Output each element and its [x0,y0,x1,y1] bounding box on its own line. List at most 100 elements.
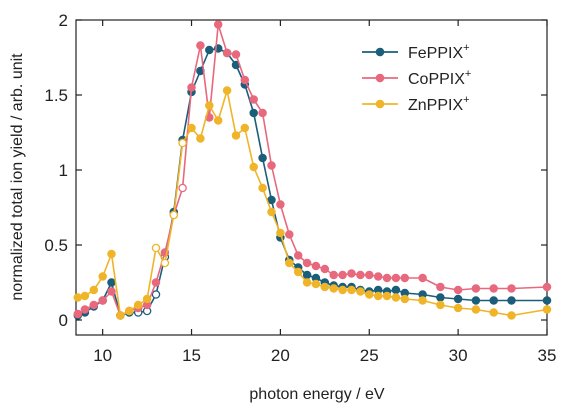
series-line [77,23,548,317]
data-point [418,273,427,283]
legend-marker [375,47,385,57]
ticks-layer: 10 15 20 25 30 35 0 0.5 1 1.5 2 [44,11,556,365]
x-tick-label: 35 [538,346,557,365]
data-point [347,285,356,295]
data-point [471,296,481,305]
data-point [151,290,161,299]
data-point [356,270,365,280]
data-point [187,123,196,133]
y-tick-label: 0.5 [44,236,68,255]
data-point [382,291,392,301]
data-point [391,285,401,295]
data-point [285,230,294,239]
data-point [89,300,99,310]
plot-border [75,19,548,336]
data-point [213,116,223,125]
data-point [196,41,205,50]
data-point [338,270,347,280]
data-point [205,101,214,110]
data-point [542,296,552,305]
data-point [73,309,83,319]
y-tick-label: 1 [59,161,68,180]
data-point [418,296,427,305]
data-point [489,284,498,293]
data-point [320,264,330,274]
legend-marker [375,99,385,109]
x-axis-title: photon energy / eV [249,386,385,403]
data-point [80,305,90,314]
data-point [285,258,294,268]
data-point [240,123,250,133]
data-point [178,138,187,148]
data-point [507,296,516,305]
series-feppix-plus [73,44,552,320]
data-point [107,249,116,259]
data-point [453,294,463,304]
data-point [329,284,338,293]
data-point [365,270,374,280]
y-tick-label: 2 [59,11,68,30]
data-point [240,75,250,85]
data-point [73,293,83,302]
data-point [267,161,276,170]
data-point [400,273,410,283]
legend-label-superscript: + [465,68,471,80]
data-point [311,261,321,271]
data-point [169,210,179,220]
data-point [542,305,552,314]
data-point [222,48,232,58]
legend-entry: ZnPPIX+ [362,94,470,114]
data-point [249,162,258,172]
data-point [373,291,383,301]
data-point [205,45,214,55]
data-point [187,83,196,92]
data-point [489,308,498,317]
legend-label-base: FePPIX [408,45,463,62]
data-point [231,50,241,59]
data-point [329,270,338,280]
legend-label-base: ZnPPIX [408,97,463,114]
data-point [160,258,170,268]
data-point [267,207,276,217]
y-tick-label: 1.5 [44,86,68,105]
data-point [249,108,258,118]
data-point [365,290,374,299]
data-point [89,285,99,295]
data-point [196,134,205,143]
y-axis-title: normalized total ion yield / arb. unit [9,53,26,301]
legend: FePPIX+CoPPIX+ZnPPIX+ [362,42,471,114]
data-point [80,291,90,301]
series-znppix-plus [73,86,552,320]
data-point [293,267,303,277]
data-point [302,270,312,280]
data-point [453,303,463,313]
data-point [258,108,267,118]
data-point [125,306,134,316]
series-layer [73,20,552,320]
data-point [320,282,330,292]
data-point [338,285,347,295]
data-point [400,294,410,304]
data-point [258,183,267,193]
series-line [77,47,547,317]
plot-frame [75,19,548,336]
data-point [98,296,107,305]
data-point [133,300,143,310]
data-point [276,200,285,209]
legend-label: FePPIX+ [408,42,470,62]
x-tick-label: 20 [271,346,290,365]
legend-entry: CoPPIX+ [362,68,471,88]
data-point [311,279,321,289]
data-point [142,294,152,304]
x-tick-label: 10 [93,346,112,365]
data-point [107,287,116,296]
data-point [436,300,445,310]
data-point [542,282,552,292]
data-point [302,278,312,287]
data-point [293,251,303,260]
data-point [507,311,516,320]
data-point [116,311,125,320]
data-point [151,243,161,253]
